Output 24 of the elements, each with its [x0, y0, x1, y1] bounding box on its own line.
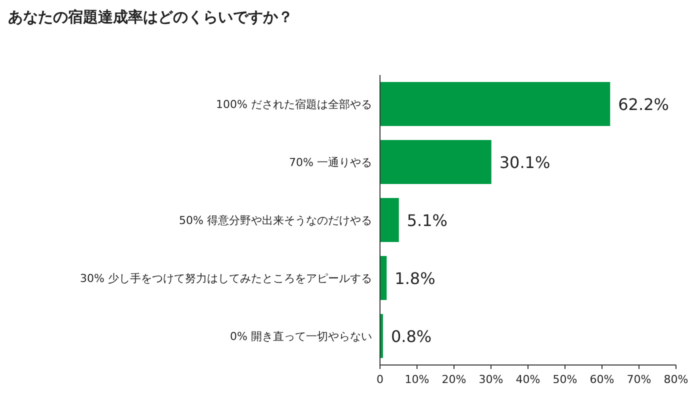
x-tick-label: 40% — [516, 373, 540, 386]
x-tick-label: 60% — [590, 373, 614, 386]
x-tick-label: 20% — [442, 373, 466, 386]
y-tick-label: 30% 少し手をつけて努力はしてみたところをアピールする — [80, 272, 372, 285]
bar — [380, 256, 387, 300]
bar — [380, 82, 610, 126]
y-tick-label: 0% 開き直って一切やらない — [230, 330, 372, 343]
x-tick-label: 70% — [626, 373, 652, 386]
data-label: 62.2% — [618, 95, 669, 114]
y-tick-label: 100% だされた宿題は全部やる — [216, 98, 372, 111]
x-tick-label: 80% — [664, 373, 688, 386]
data-label: 0.8% — [390, 327, 432, 346]
bar — [380, 140, 492, 184]
y-tick-label: 50% 得意分野や出来そうなのだけやる — [179, 214, 372, 227]
x-tick-label: 0 — [376, 373, 384, 386]
data-label: 30.1% — [499, 153, 550, 172]
y-tick-label: 70% 一通りやる — [289, 156, 372, 169]
x-tick-label: 50% — [552, 373, 578, 386]
bar — [380, 198, 399, 242]
x-tick-label: 10% — [404, 373, 430, 386]
x-tick-label: 30% — [478, 373, 504, 386]
data-label: 1.8% — [394, 269, 436, 288]
text: あなたの宿題達成率はどのくらいですか？ — [8, 8, 293, 26]
data-label: 5.1% — [406, 211, 448, 230]
